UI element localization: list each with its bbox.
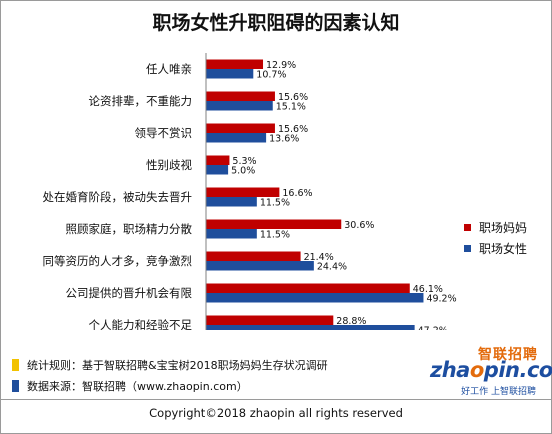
bar-women <box>206 197 257 207</box>
bar-mothers <box>206 91 275 101</box>
legend-swatch-mothers <box>464 224 471 231</box>
footer-divider <box>0 399 552 400</box>
category-label: 任人唯亲 <box>146 62 192 76</box>
value-label-mothers: 5.3% <box>232 156 256 167</box>
category-label: 领导不赏识 <box>135 126 193 140</box>
zhaopin-logo: 智联招聘 zhaopin.com 好工作 上智联招聘 <box>430 344 552 398</box>
bar-mothers <box>206 123 275 133</box>
value-label-women: 11.5% <box>260 198 290 209</box>
bar-mothers <box>206 187 280 197</box>
value-label-mothers: 12.9% <box>266 60 296 71</box>
bar-women <box>206 229 257 239</box>
value-label-mothers: 16.6% <box>282 188 312 199</box>
bar-women <box>206 325 415 330</box>
bar-chart: 任人唯亲论资排辈，不重能力领导不赏识性别歧视处在婚育阶段，被动失去晋升照顾家庭，… <box>43 53 457 330</box>
value-label-women: 5.0% <box>231 166 255 177</box>
bar-women <box>206 293 424 303</box>
value-label-women: 11.5% <box>260 230 290 241</box>
value-label-mothers: 46.1% <box>413 284 443 295</box>
note-marker-blue <box>12 380 19 392</box>
note-marker-yellow <box>12 359 19 371</box>
value-label-women: 49.2% <box>426 294 456 305</box>
value-label-women: 10.7% <box>256 70 286 81</box>
logo-brand-en: zhaopin.com <box>430 358 552 382</box>
category-label: 处在婚育阶段，被动失去晋升 <box>43 190 193 204</box>
note-text-rule: 统计规则：基于智联招聘&宝宝树2018职场妈妈生存状况调研 <box>27 359 328 372</box>
legend-label-mothers: 职场妈妈 <box>479 221 528 235</box>
bar-mothers <box>206 219 342 229</box>
bar-mothers <box>206 59 264 69</box>
value-labels: 12.9%10.7%15.6%15.1%15.6%13.6%5.3%5.0%16… <box>231 60 457 330</box>
note-text-source: 数据来源：智联招聘（www.zhaopin.com） <box>27 380 248 393</box>
note-statistics-rule: 统计规则：基于智联招聘&宝宝树2018职场妈妈生存状况调研 <box>12 357 328 373</box>
category-label: 个人能力和经验不足 <box>89 318 193 330</box>
category-label: 照顾家庭，职场精力分散 <box>66 222 193 236</box>
value-label-mothers: 15.6% <box>278 124 308 135</box>
legend-item-mothers: 职场妈妈 <box>464 219 527 236</box>
category-label: 同等资历的人才多，竞争激烈 <box>43 254 193 268</box>
value-label-mothers: 30.6% <box>344 220 374 231</box>
value-label-mothers: 28.8% <box>336 316 366 327</box>
bars <box>206 59 424 330</box>
bar-mothers <box>206 283 410 293</box>
category-label: 论资排辈，不重能力 <box>89 94 193 108</box>
legend-item-women: 职场女性 <box>464 240 527 257</box>
value-label-mothers: 21.4% <box>304 252 334 263</box>
bar-women <box>206 165 229 175</box>
category-label: 性别歧视 <box>146 158 192 172</box>
copyright-text: Copyright©2018 zhaopin all rights reserv… <box>149 406 403 420</box>
bar-women <box>206 69 254 79</box>
logo-en-o: o <box>469 358 484 382</box>
category-label: 公司提供的晋升机会有限 <box>66 286 193 300</box>
bar-women <box>206 133 267 143</box>
bar-mothers <box>206 315 334 325</box>
note-data-source: 数据来源：智联招聘（www.zhaopin.com） <box>12 378 248 394</box>
legend-swatch-women <box>464 245 471 252</box>
chart-title: 职场女性升职阻碍的因素认知 <box>152 12 400 34</box>
legend-label-women: 职场女性 <box>479 242 528 256</box>
value-label-women: 47.2% <box>418 326 448 331</box>
logo-en-suffix: pin.com <box>483 358 552 382</box>
value-label-women: 13.6% <box>269 134 299 145</box>
value-label-women: 24.4% <box>317 262 347 273</box>
logo-brand-cn: 智联招聘 <box>478 347 538 363</box>
bar-women <box>206 261 314 271</box>
value-label-mothers: 15.6% <box>278 92 308 103</box>
category-labels: 任人唯亲论资排辈，不重能力领导不赏识性别歧视处在婚育阶段，被动失去晋升照顾家庭，… <box>43 62 193 330</box>
logo-en-prefix: zha <box>430 358 470 382</box>
logo-slogan: 好工作 上智联招聘 <box>461 387 536 397</box>
bar-mothers <box>206 251 301 261</box>
bar-mothers <box>206 155 230 165</box>
value-label-women: 15.1% <box>276 102 306 113</box>
bar-women <box>206 101 273 111</box>
